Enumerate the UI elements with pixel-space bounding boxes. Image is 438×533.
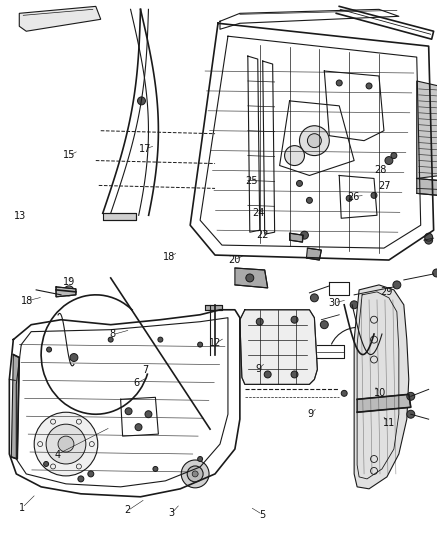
- Polygon shape: [240, 310, 318, 384]
- Circle shape: [393, 281, 401, 289]
- Text: 18: 18: [163, 252, 175, 262]
- Text: 30: 30: [328, 297, 340, 308]
- Circle shape: [407, 392, 415, 400]
- Circle shape: [78, 476, 84, 482]
- Circle shape: [44, 462, 49, 466]
- Polygon shape: [11, 354, 19, 459]
- Circle shape: [346, 196, 352, 201]
- Text: 9: 9: [255, 364, 261, 374]
- Circle shape: [291, 371, 298, 378]
- Circle shape: [198, 456, 203, 462]
- Circle shape: [307, 134, 321, 148]
- Circle shape: [145, 411, 152, 418]
- Text: 3: 3: [168, 508, 174, 518]
- Text: 18: 18: [21, 296, 34, 306]
- Text: 10: 10: [374, 387, 386, 398]
- Text: 27: 27: [378, 181, 391, 191]
- Circle shape: [311, 294, 318, 302]
- Circle shape: [307, 197, 312, 203]
- Circle shape: [46, 347, 52, 352]
- Circle shape: [264, 371, 271, 378]
- Text: 24: 24: [252, 208, 265, 219]
- Circle shape: [350, 301, 358, 309]
- Circle shape: [407, 410, 415, 418]
- Polygon shape: [205, 305, 222, 310]
- Text: 28: 28: [375, 165, 387, 175]
- Circle shape: [153, 466, 158, 471]
- Text: 25: 25: [245, 175, 258, 185]
- Circle shape: [291, 316, 298, 323]
- Circle shape: [425, 233, 433, 241]
- Circle shape: [371, 192, 377, 198]
- Circle shape: [70, 353, 78, 361]
- Circle shape: [88, 471, 94, 477]
- Text: 6: 6: [133, 378, 139, 388]
- Polygon shape: [307, 248, 321, 260]
- Text: 13: 13: [14, 211, 26, 221]
- Circle shape: [64, 286, 74, 296]
- Circle shape: [297, 181, 303, 187]
- Circle shape: [108, 337, 113, 342]
- Text: 20: 20: [228, 255, 240, 265]
- Text: 1: 1: [19, 503, 25, 513]
- Circle shape: [300, 231, 308, 239]
- Circle shape: [300, 126, 329, 156]
- Text: 5: 5: [259, 510, 266, 520]
- Circle shape: [181, 460, 209, 488]
- Text: 9: 9: [307, 409, 314, 419]
- Circle shape: [341, 390, 347, 397]
- Circle shape: [391, 152, 397, 158]
- Text: 17: 17: [139, 144, 151, 154]
- Circle shape: [336, 80, 342, 86]
- Text: 26: 26: [348, 191, 360, 201]
- Text: 11: 11: [383, 418, 395, 428]
- Circle shape: [246, 274, 254, 282]
- Circle shape: [135, 424, 142, 431]
- Text: 19: 19: [63, 277, 75, 287]
- Circle shape: [58, 436, 74, 452]
- Text: 15: 15: [63, 150, 75, 160]
- Polygon shape: [235, 268, 268, 288]
- Polygon shape: [417, 81, 438, 179]
- Circle shape: [198, 342, 203, 347]
- Text: 4: 4: [55, 450, 61, 460]
- Circle shape: [187, 466, 203, 482]
- Polygon shape: [103, 213, 135, 220]
- Circle shape: [46, 424, 86, 464]
- Circle shape: [433, 269, 438, 277]
- Text: 22: 22: [256, 230, 269, 240]
- Text: 7: 7: [142, 365, 148, 375]
- Circle shape: [34, 412, 98, 476]
- Text: 12: 12: [208, 338, 221, 349]
- Polygon shape: [354, 285, 409, 489]
- Circle shape: [425, 236, 433, 244]
- Polygon shape: [19, 6, 101, 31]
- Text: 8: 8: [110, 329, 116, 340]
- Circle shape: [385, 157, 393, 165]
- Circle shape: [320, 321, 328, 329]
- Circle shape: [256, 318, 263, 325]
- Circle shape: [125, 408, 132, 415]
- Circle shape: [138, 97, 145, 105]
- Circle shape: [192, 471, 198, 477]
- Text: 29: 29: [380, 287, 393, 297]
- Polygon shape: [290, 233, 303, 242]
- Text: 2: 2: [124, 505, 131, 515]
- Circle shape: [158, 337, 163, 342]
- Polygon shape: [417, 179, 438, 196]
- Circle shape: [366, 83, 372, 89]
- Circle shape: [285, 146, 304, 166]
- Polygon shape: [56, 287, 76, 297]
- Polygon shape: [357, 394, 411, 412]
